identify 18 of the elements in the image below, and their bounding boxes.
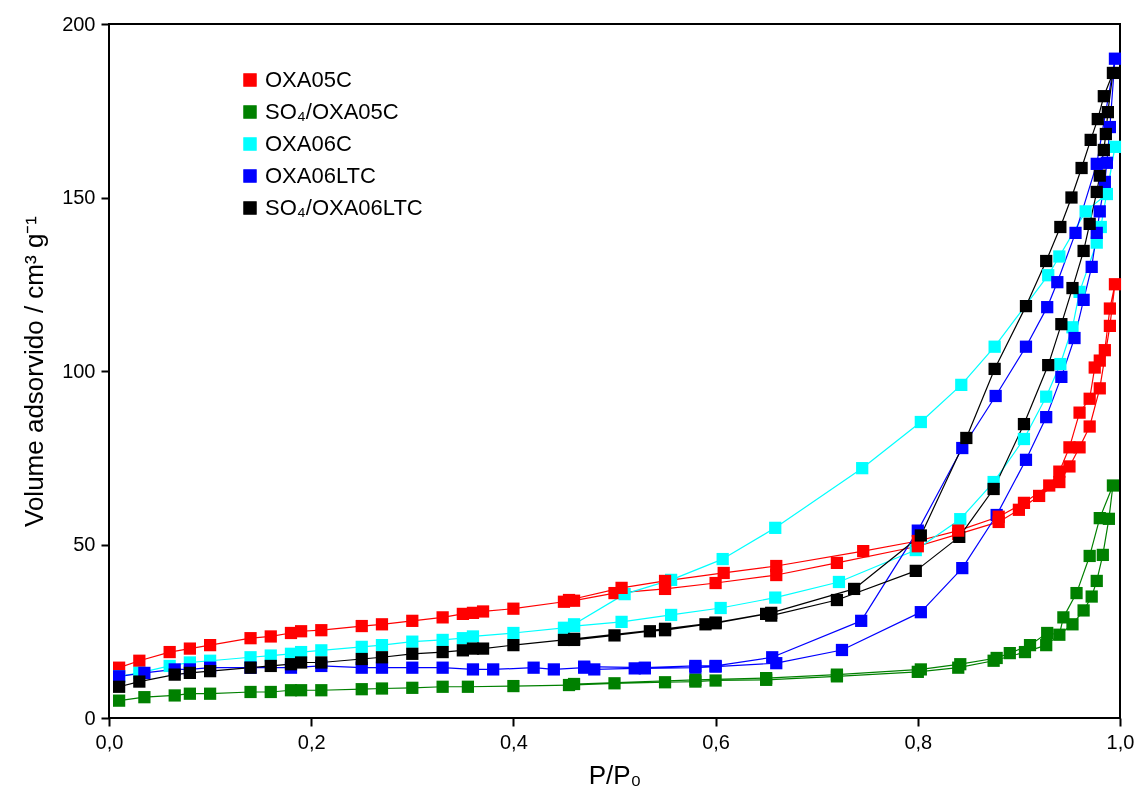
legend-label: OXA05C [265,67,352,92]
x-tick-label: 0,0 [95,730,124,753]
x-tick-label: 0,4 [499,730,528,753]
x-tick-label: 0,2 [297,730,326,753]
y-axis-title: Volume adsorvido / cm³ g⁻¹ [19,215,50,528]
y-tick-label: 200 [62,12,96,35]
legend-label: OXA06LTC [265,163,376,188]
y-tick-label: 150 [62,186,96,208]
x-tick-label: 0,8 [904,730,933,753]
legend-label: OXA06C [265,131,352,156]
x-axis-title: P/P₀ [588,759,642,790]
y-tick-label: 100 [62,359,96,382]
legend-label: SO₄/OXA06LTC [265,195,423,220]
x-tick-label: 0,6 [702,730,731,753]
x-tick-label: 1,0 [1106,730,1135,753]
y-tick-label: 50 [73,533,96,555]
y-tick-label: 0 [84,706,96,729]
legend-label: SO₄/OXA05C [265,99,399,124]
